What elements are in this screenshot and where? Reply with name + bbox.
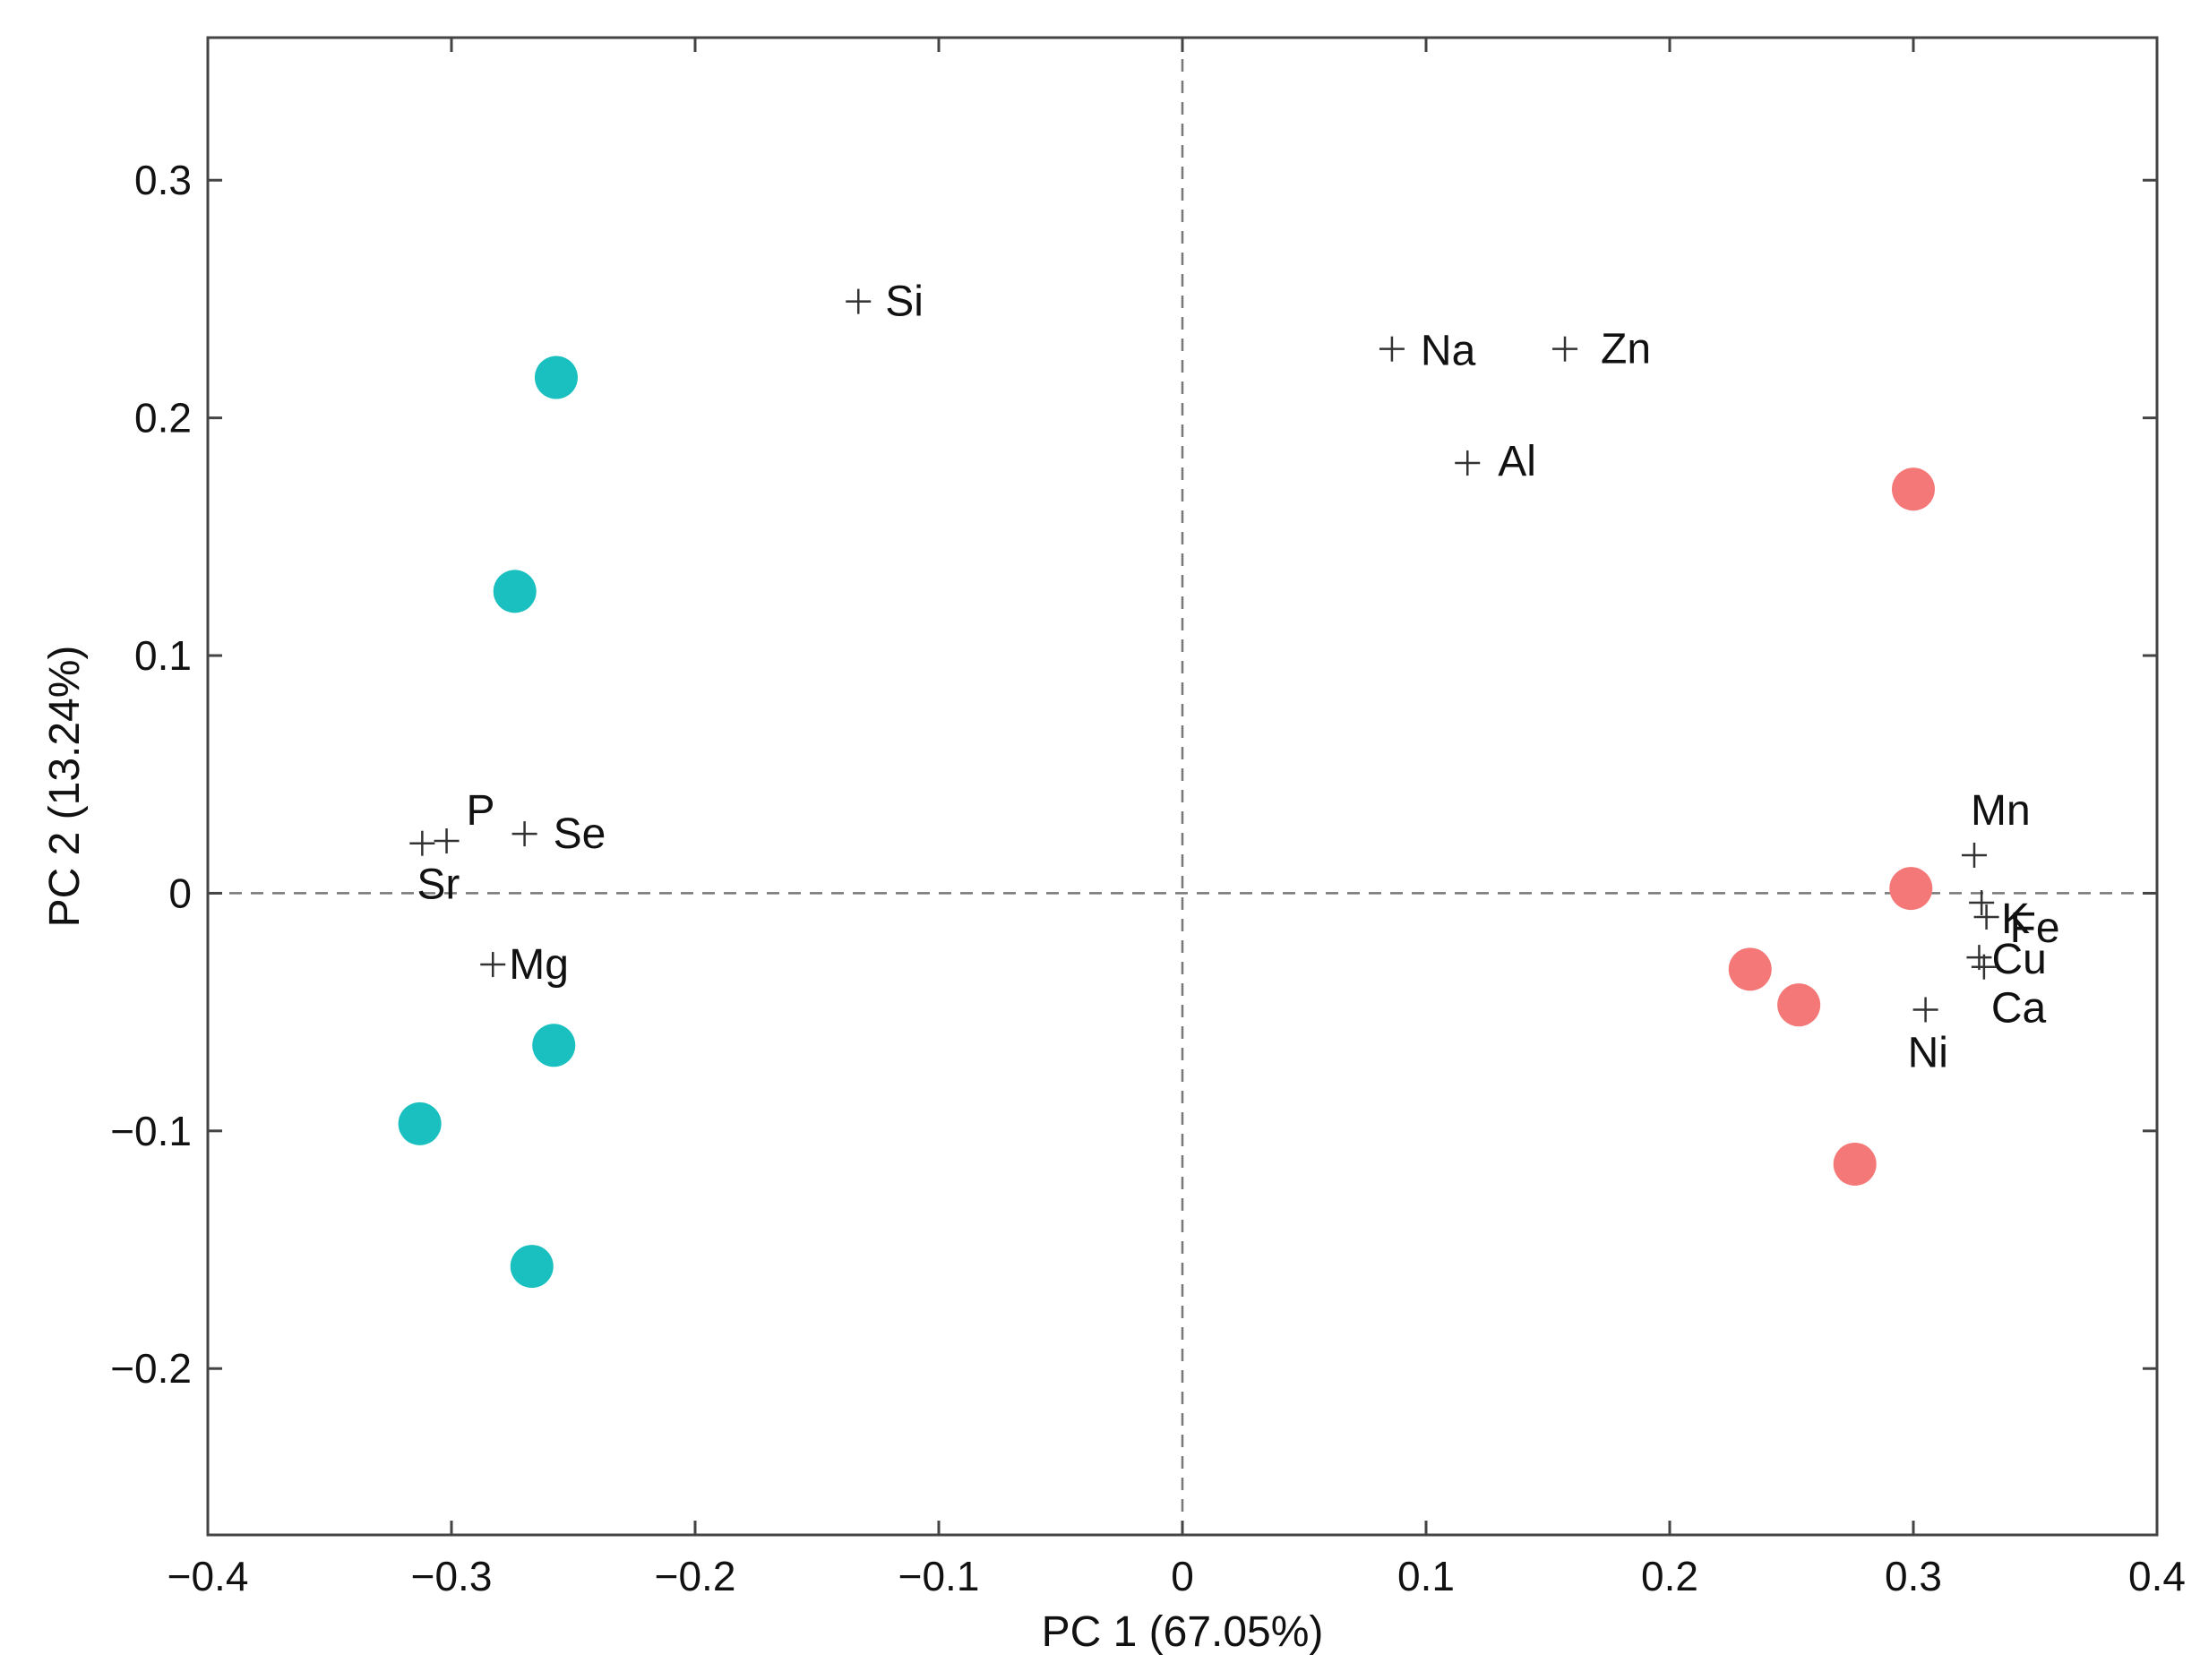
score-point-group-teal: [534, 356, 578, 399]
loading-label: Si: [885, 279, 924, 326]
x-tick-label: −0.3: [411, 1553, 493, 1599]
loading-label: Zn: [1601, 326, 1651, 373]
loading-label: Ni: [1908, 1029, 1948, 1076]
loading-label: Fe: [2010, 904, 2060, 952]
loading-al: Al: [1455, 438, 1536, 485]
x-axis-label: PC 1 (67.05%): [1042, 1608, 1324, 1656]
x-tick-label: −0.2: [655, 1553, 736, 1599]
loading-label: Al: [1498, 438, 1536, 485]
x-tick-label: −0.4: [168, 1553, 249, 1599]
loading-label: Sr: [417, 861, 460, 909]
loading-sr: Sr: [409, 830, 460, 909]
score-point-group-red: [1833, 1142, 1877, 1186]
y-tick-label: −0.2: [110, 1345, 192, 1392]
loading-label: Mn: [1971, 787, 2031, 835]
loading-k: K: [1969, 890, 2030, 943]
axis-ticks: [206, 38, 2159, 1535]
loading-label: K: [2001, 896, 2030, 943]
x-tick-label: 0.1: [1397, 1553, 1455, 1599]
loading-cu: Cu: [1966, 936, 2047, 983]
x-tick-label: 0.4: [2128, 1553, 2186, 1599]
score-point-group-teal: [493, 570, 537, 613]
score-point-group-red: [1889, 867, 1933, 911]
y-tick-label: 0.2: [134, 395, 192, 441]
loading-fe: Fe: [1973, 904, 2060, 952]
score-point-group-red: [1777, 983, 1821, 1027]
score-point-group-red: [1892, 467, 1935, 511]
loading-label: Na: [1421, 328, 1476, 375]
x-tick-label: 0.2: [1641, 1553, 1698, 1599]
loading-label: Mg: [509, 941, 569, 989]
score-point-group-teal: [510, 1245, 554, 1289]
loading-label: P: [467, 787, 495, 835]
score-point-group-teal: [398, 1101, 442, 1145]
score-point-group-red: [1728, 947, 1772, 991]
tick-labels: −0.4 −0.3 −0.2 −0.1 0 0.1 0.2 0.3 0.4 0.3 0.2 0.1 0 −…: [110, 157, 2186, 1599]
loading-label: Se: [554, 810, 606, 858]
y-tick-label: −0.1: [110, 1108, 192, 1154]
y-tick-label: 0.1: [134, 632, 192, 679]
y-tick-label: 0: [168, 870, 192, 916]
loading-label: Ca: [1991, 985, 2047, 1033]
score-points: [398, 356, 1935, 1289]
loading-si: Si: [846, 279, 924, 326]
loading-na: Na: [1379, 328, 1476, 375]
y-tick-label: 0.3: [134, 157, 192, 203]
loading-ni: Ni: [1908, 997, 1948, 1076]
loading-ca: Ca: [1971, 954, 2047, 1033]
y-axis-label: PC 2 (13.24%): [41, 646, 89, 928]
score-point-group-teal: [532, 1024, 576, 1067]
loading-p: P: [434, 787, 495, 854]
x-tick-label: 0: [1171, 1553, 1194, 1599]
x-tick-label: −0.1: [898, 1553, 980, 1599]
loading-mn: Mn: [1962, 787, 2031, 868]
loading-mg: Mg: [480, 941, 569, 989]
loading-zn: Zn: [1552, 326, 1651, 373]
x-tick-label: 0.3: [1885, 1553, 1942, 1599]
loading-label: Cu: [1991, 936, 2046, 983]
loading-se: Se: [511, 810, 606, 858]
